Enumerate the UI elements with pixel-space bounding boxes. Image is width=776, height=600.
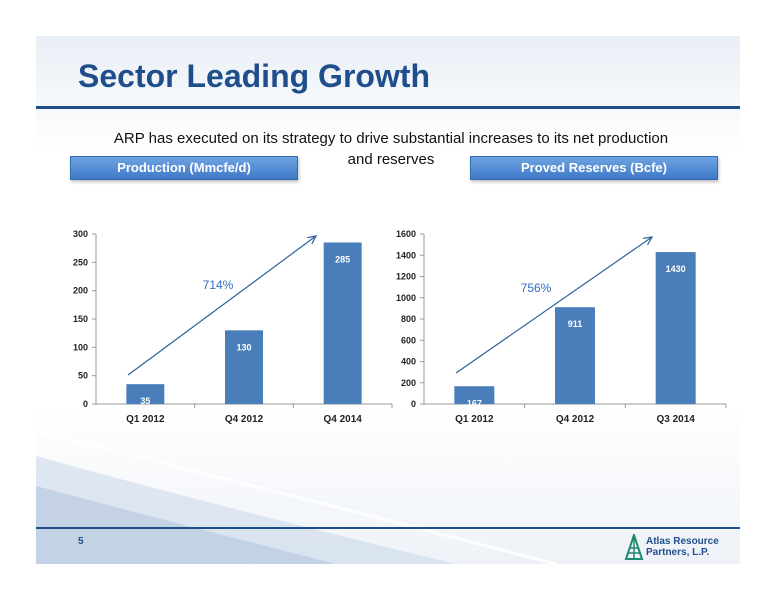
reserves-y-tick-label: 200 — [401, 378, 416, 388]
reserves-growth-arrow-line — [455, 236, 653, 374]
reserves-y-tick-label: 400 — [401, 357, 416, 367]
reserves-y-tick-label: 1000 — [396, 293, 416, 303]
production-y-tick-label: 100 — [73, 342, 88, 352]
derrick-icon — [624, 531, 644, 560]
production-y-tick-label: 50 — [78, 371, 88, 381]
production-y-tick-label: 0 — [83, 399, 88, 409]
reserves-chart-title: Proved Reserves (Bcfe) — [470, 156, 718, 180]
page-number: 5 — [78, 536, 84, 547]
production-growth-arrow-line — [127, 235, 317, 376]
reserves-growth-arrow-head — [643, 236, 654, 246]
footer-divider — [36, 527, 740, 529]
logo-line-1: Atlas Resource — [646, 536, 719, 547]
reserves-growth-annotation: 756% — [521, 281, 552, 295]
production-data-label-2: 130 — [236, 342, 251, 352]
page-subtitle: ARP has executed on its strategy to driv… — [76, 128, 706, 170]
production-growth-arrow-head — [307, 235, 318, 245]
logo-line-2: Partners, L.P. — [646, 547, 710, 558]
reserves-category-label-3: Q3 2014 — [656, 414, 695, 425]
production-chart-title: Production (Mmcfe/d) — [70, 156, 298, 180]
reserves-data-label-1: 167 — [467, 398, 482, 408]
production-y-tick-label: 150 — [73, 314, 88, 324]
page-title: Sector Leading Growth — [78, 58, 431, 94]
reserves-y-tick-label: 0 — [411, 399, 416, 409]
reserves-y-tick-label: 800 — [401, 314, 416, 324]
production-bar-2 — [225, 330, 263, 404]
background-swoosh — [36, 429, 557, 564]
production-y-tick-label: 250 — [73, 257, 88, 267]
slide: Sector Leading Growth ARP has executed o… — [36, 36, 740, 564]
reserves-bar-3 — [655, 252, 696, 404]
reserves-y-tick-label: 1200 — [396, 272, 416, 282]
subtitle-line-2: and reserves — [347, 151, 435, 168]
production-growth-annotation: 714% — [203, 278, 234, 292]
reserves-bar-1 — [454, 386, 495, 404]
production-bar-1 — [126, 384, 165, 404]
title-divider — [36, 106, 740, 109]
production-data-label-3: 285 — [335, 255, 350, 265]
production-category-label-3: Q4 2014 — [323, 414, 362, 425]
production-category-label-1: Q1 2012 — [126, 414, 165, 425]
logo-text: Atlas Resource Partners, L.P. — [646, 536, 719, 558]
reserves-data-label-2: 911 — [568, 319, 583, 329]
production-y-tick-label: 200 — [73, 286, 88, 296]
reserves-y-tick-label: 1400 — [396, 250, 416, 260]
reserves-data-label-3: 1430 — [666, 264, 686, 274]
production-y-tick-label: 300 — [73, 229, 88, 239]
company-logo: Atlas Resource Partners, L.P. — [624, 531, 740, 562]
reserves-y-tick-label: 1600 — [396, 229, 416, 239]
reserves-category-label-2: Q4 2012 — [556, 414, 595, 425]
subtitle-line-1: ARP has executed on its strategy to driv… — [113, 130, 669, 147]
reserves-category-label-1: Q1 2012 — [455, 414, 494, 425]
production-bar-3 — [323, 242, 362, 404]
reserves-bar-2 — [555, 307, 595, 404]
production-category-label-2: Q4 2012 — [225, 414, 264, 425]
reserves-y-tick-label: 600 — [401, 335, 416, 345]
production-data-label-1: 35 — [140, 396, 150, 406]
